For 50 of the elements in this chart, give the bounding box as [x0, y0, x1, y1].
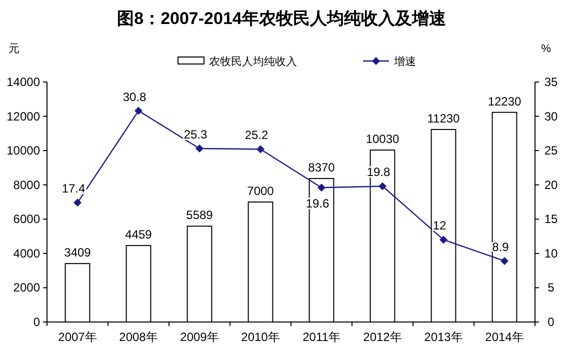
chart-title: 图8：2007-2014年农牧民人均纯收入及增速 — [117, 9, 446, 28]
data-label: 5589 — [186, 208, 214, 222]
y-tick-label: 8000 — [13, 178, 40, 192]
point — [318, 184, 326, 192]
data-label: 8370 — [308, 160, 336, 175]
y-tick-label: 2000 — [13, 280, 40, 295]
y-tick-label: 12000 — [6, 109, 40, 124]
point — [196, 144, 204, 153]
x-tick-label: 2012年 — [363, 330, 402, 344]
legend-label: 增速 — [393, 55, 416, 68]
y-tick-label: 10000 — [6, 144, 40, 158]
x-tick-label: 2009年 — [180, 330, 219, 344]
x-tick-label: 2007年 — [58, 330, 97, 344]
y2-tick-label: 20 — [544, 178, 558, 192]
x-tick-label: 2011年 — [302, 330, 340, 344]
y2-tick-label: 30 — [544, 109, 558, 124]
data-label: 4459 — [125, 228, 152, 242]
y-tick-label: 4000 — [13, 246, 40, 260]
data-label: 12230 — [488, 94, 522, 108]
data-label: 25.2 — [244, 128, 268, 142]
x-tick-label: 2010年 — [241, 330, 280, 344]
x-tick-label: 2008年 — [119, 330, 158, 344]
y2-tick-label: 5 — [548, 280, 555, 295]
data-label: 7000 — [247, 184, 274, 198]
y2-tick-label: 35 — [544, 75, 558, 89]
point — [378, 182, 386, 190]
y2-axis-title: % — [541, 43, 552, 55]
point — [440, 236, 448, 244]
point — [74, 198, 82, 207]
y-tick-label: 6000 — [13, 212, 40, 226]
x-tick-label: 2014年 — [485, 330, 524, 344]
y2-tick-label: 10 — [544, 246, 558, 260]
y-axis-title: 元 — [8, 43, 20, 55]
legend-label: 农牧民人均纯收入 — [209, 55, 297, 68]
point — [256, 145, 264, 154]
y-tick-label: 0 — [33, 315, 40, 329]
data-label: 17.4 — [62, 182, 86, 196]
data-label: 30.8 — [122, 90, 146, 104]
point — [500, 256, 508, 265]
data-label: 3409 — [64, 246, 92, 260]
y2-tick-label: 15 — [544, 212, 558, 226]
y2-tick-label: 0 — [548, 315, 555, 329]
data-label: 11230 — [427, 111, 460, 126]
x-tick-label: 2013年 — [424, 330, 463, 344]
data-label: 25.3 — [184, 128, 208, 142]
data-label: 12 — [432, 218, 446, 233]
data-label: 10030 — [366, 132, 400, 146]
point — [134, 106, 142, 115]
y-tick-label: 14000 — [6, 75, 40, 89]
y2-tick-label: 25 — [544, 144, 558, 158]
